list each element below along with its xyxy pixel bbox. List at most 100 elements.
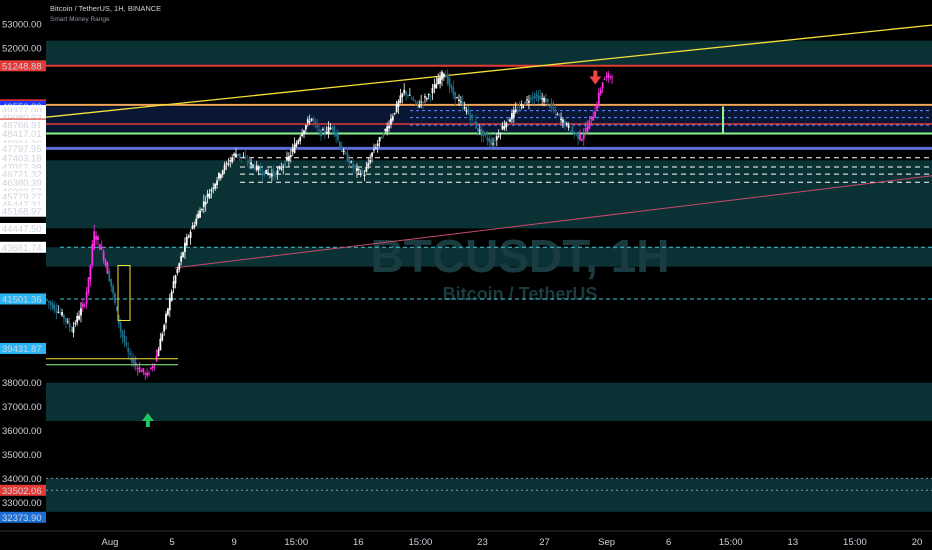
candle-body — [322, 129, 324, 131]
candle-body — [272, 171, 275, 176]
candle-body — [354, 165, 356, 169]
price-tick-label: 43661.74 — [2, 243, 42, 254]
candle-body — [189, 231, 192, 238]
price-label-bg — [0, 176, 46, 188]
candle-body — [327, 127, 330, 133]
candle-body — [168, 297, 171, 311]
candle-body — [607, 73, 610, 79]
candle-body — [176, 269, 179, 274]
candle-body — [140, 370, 143, 372]
candle-body — [480, 129, 483, 137]
candle-body — [76, 315, 79, 323]
candle-body — [146, 372, 149, 376]
candle-body — [267, 172, 269, 175]
candle-body — [541, 98, 544, 100]
price-tick-label: 47403.18 — [2, 153, 42, 164]
candle-body — [365, 166, 368, 172]
candle-body — [444, 75, 447, 78]
candle-body — [380, 136, 383, 139]
candle-body — [420, 101, 423, 103]
candle-body — [603, 78, 606, 80]
price-tick-label: 35000.00 — [2, 450, 42, 461]
candle-body — [117, 315, 120, 324]
candle-body — [352, 164, 355, 168]
watermark-symbol: BTCUSDT, 1H — [370, 230, 669, 282]
candle-body — [63, 314, 65, 319]
price-tick-label: 45447.31 — [2, 200, 42, 211]
price-label-bg — [0, 152, 46, 164]
candle-body — [393, 112, 396, 115]
candle-body — [554, 110, 557, 112]
candle-body — [412, 99, 415, 101]
candle-body — [520, 103, 523, 107]
candle-body — [151, 366, 154, 369]
candle-body — [93, 231, 96, 249]
candle-body — [242, 157, 245, 159]
candle-body — [403, 89, 406, 94]
candle-body — [537, 95, 540, 101]
candle-body — [295, 142, 298, 147]
candle-body — [579, 133, 581, 140]
candle-body — [301, 133, 304, 137]
candle-body — [91, 244, 94, 266]
candle-body — [408, 94, 411, 96]
candle-body — [490, 139, 493, 145]
candle-body — [85, 291, 88, 304]
time-tick-label: 15:00 — [408, 537, 432, 548]
candle-body — [170, 291, 173, 301]
time-tick-label: 15:00 — [284, 537, 308, 548]
candle-body — [348, 159, 351, 164]
candle-body — [218, 172, 220, 179]
candle-body — [46, 299, 48, 301]
candle-body — [223, 164, 226, 171]
price-label-bg — [0, 112, 46, 124]
candle-body — [397, 101, 400, 107]
candle-body — [556, 114, 559, 116]
candle-body — [503, 126, 506, 129]
candle-body — [356, 168, 358, 172]
candle-body — [565, 123, 568, 125]
candle-body — [55, 309, 58, 313]
candle-body — [410, 97, 413, 100]
candle-body — [308, 121, 311, 123]
candle-body — [163, 325, 166, 332]
price-label-bg — [0, 199, 46, 211]
price-label-bg — [0, 293, 46, 305]
candle-body — [497, 135, 500, 137]
symbol-title: Bitcoin / TetherUS, 1H, BINANCE — [50, 4, 161, 13]
candle-body — [204, 201, 207, 205]
candle-body — [605, 76, 608, 78]
candle-body — [596, 104, 598, 110]
zone-band-2 — [46, 382, 932, 421]
candle-body — [259, 168, 262, 172]
candle-body — [582, 134, 585, 140]
candle-body — [609, 76, 612, 78]
candle-body — [350, 161, 353, 163]
candle-body — [219, 174, 222, 179]
price-tick-label: 48417.01 — [2, 129, 42, 140]
candle-body — [342, 150, 345, 153]
candle-body — [465, 110, 468, 112]
price-tick-label: 52000.00 — [2, 43, 42, 54]
price-label-bg — [0, 105, 46, 117]
candle-body — [303, 130, 305, 135]
candle-body — [344, 152, 347, 154]
candle-body — [284, 161, 287, 166]
candle-body — [108, 270, 111, 282]
candle-body — [182, 252, 184, 257]
candle-body — [461, 101, 464, 105]
candle-body — [68, 323, 71, 328]
candle-body — [64, 318, 67, 322]
candle-body — [418, 104, 421, 108]
candle-body — [314, 120, 317, 124]
zone-band-3 — [46, 478, 932, 512]
candle-body — [257, 166, 260, 170]
candle-body — [373, 149, 375, 151]
candle-body — [138, 366, 141, 372]
candle-body — [59, 311, 62, 313]
price-tick-label: 48766.91 — [2, 121, 42, 132]
candle-body — [357, 169, 360, 171]
candle-body — [312, 117, 315, 122]
price-label-bg — [0, 161, 46, 173]
